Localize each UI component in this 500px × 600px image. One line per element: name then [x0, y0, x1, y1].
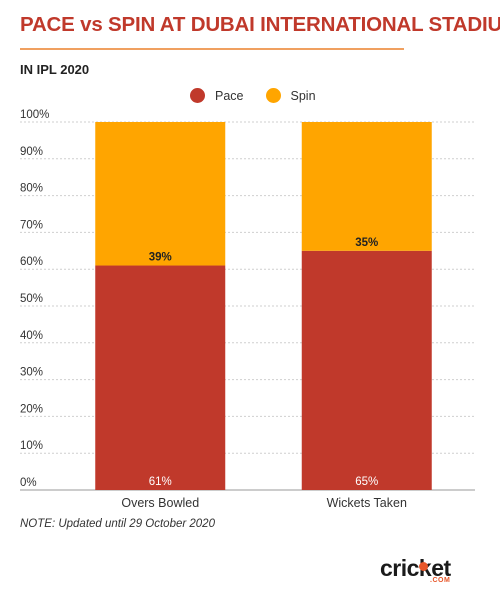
- y-tick-label: 10%: [20, 440, 43, 452]
- bar-spin-1: [301, 122, 432, 251]
- y-tick-label: 20%: [20, 403, 43, 415]
- bar-spin-0: [95, 122, 226, 266]
- y-tick-label: 60%: [20, 256, 43, 268]
- y-tick-label: 70%: [20, 219, 43, 231]
- footnote: NOTE: Updated until 29 October 2020: [20, 518, 215, 530]
- data-label-spin-0: 39%: [149, 252, 172, 264]
- y-tick-label: 40%: [20, 330, 43, 342]
- legend-item-pace: Pace: [190, 88, 244, 103]
- x-tick-label: Wickets Taken: [327, 496, 407, 510]
- data-label-pace-0: 61%: [149, 476, 172, 488]
- data-label-pace-1: 65%: [355, 476, 378, 488]
- brand-logo: cricket: [380, 555, 451, 581]
- y-tick-label: 100%: [20, 109, 49, 121]
- y-tick-label: 90%: [20, 146, 43, 158]
- x-tick-label: Overs Bowled: [121, 496, 199, 510]
- legend-swatch-pace: [190, 88, 205, 103]
- data-label-spin-1: 35%: [355, 237, 378, 249]
- y-tick-label: 0%: [20, 477, 37, 489]
- bar-pace-1: [301, 250, 432, 490]
- legend-label-pace: Pace: [215, 88, 244, 103]
- y-tick-label: 80%: [20, 183, 43, 195]
- y-tick-label: 50%: [20, 293, 43, 305]
- brand-logo-suffix: .COM: [430, 577, 451, 584]
- chart-subtitle: IN IPL 2020: [20, 62, 90, 77]
- legend-item-spin: Spin: [265, 88, 316, 103]
- chart-legend: Pace Spin: [190, 88, 338, 103]
- legend-swatch-spin: [265, 88, 281, 103]
- bar-pace-0: [95, 265, 226, 490]
- brand-logo-dot: [419, 562, 428, 571]
- legend-label-spin: Spin: [290, 88, 316, 103]
- y-tick-label: 30%: [20, 367, 43, 379]
- chart-title: PACE vs SPIN AT DUBAI INTERNATIONAL STAD…: [20, 13, 500, 36]
- title-underline: [20, 48, 404, 50]
